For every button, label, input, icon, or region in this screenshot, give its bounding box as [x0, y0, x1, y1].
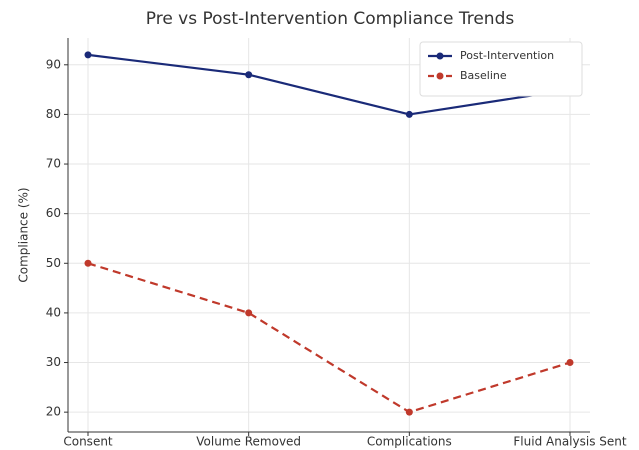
data-point — [405, 110, 413, 118]
legend-box — [419, 41, 583, 97]
data-point — [566, 359, 574, 367]
x-tick-label: Fluid Analysis Sent — [513, 435, 626, 449]
y-tick-label: 80 — [46, 107, 61, 121]
data-point — [84, 259, 92, 267]
legend-label: Baseline — [460, 69, 507, 82]
legend-label: Post-Intervention — [460, 49, 554, 62]
y-axis-label: Compliance (%) — [17, 187, 31, 282]
data-point — [405, 408, 413, 416]
x-tick-label: Complications — [367, 435, 452, 449]
y-tick-label: 40 — [46, 305, 61, 319]
chart-title: Pre vs Post-Intervention Compliance Tren… — [146, 9, 515, 29]
x-tick-label: Volume Removed — [196, 435, 301, 449]
x-tick-label: Consent — [63, 435, 113, 449]
y-tick-label: 50 — [46, 256, 61, 270]
legend-marker — [436, 72, 444, 80]
y-tick-label: 30 — [46, 355, 61, 369]
y-tick-label: 60 — [46, 206, 61, 220]
y-tick-label: 70 — [46, 157, 61, 171]
series-line — [87, 53, 571, 116]
data-point — [84, 51, 92, 59]
data-point — [245, 71, 253, 79]
y-tick-label: 90 — [46, 57, 61, 71]
series-line — [87, 262, 571, 414]
data-point — [245, 309, 253, 317]
legend-marker — [436, 52, 444, 60]
y-tick-label: 20 — [46, 405, 61, 419]
